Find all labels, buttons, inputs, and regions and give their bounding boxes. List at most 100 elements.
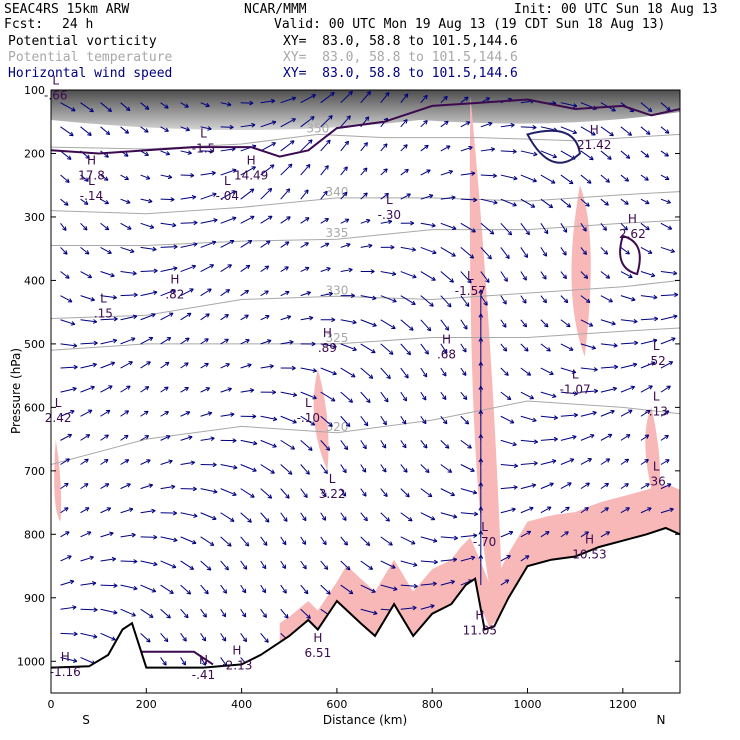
wind-vector (500, 343, 508, 352)
wind-vector (260, 439, 277, 448)
wind-vector (420, 512, 436, 521)
wind-vector (140, 102, 150, 110)
wind-vector (340, 218, 350, 224)
wind-vector (440, 579, 455, 586)
wind-vector (180, 288, 194, 297)
wind-vector (360, 512, 368, 522)
extremum-value: -2.13 (221, 659, 252, 673)
wind-vector (460, 319, 468, 330)
wind-vector (600, 319, 616, 326)
wind-vector (300, 94, 316, 104)
pv-extremum-marker: H21.42 (577, 123, 611, 152)
wind-vector (640, 222, 650, 231)
wind-vector (280, 216, 291, 224)
extremum-kind: L (653, 339, 660, 353)
extremum-kind: H (442, 333, 451, 347)
wind-vector (360, 142, 368, 152)
wind-vector (580, 388, 599, 394)
wind-vector (120, 459, 130, 465)
wind-vector (640, 316, 659, 322)
wind-vector (60, 458, 70, 465)
wind-vector (420, 169, 431, 176)
extremum-value: -1.57 (455, 284, 486, 298)
wind-vector (180, 386, 189, 393)
wind-vector (80, 174, 89, 182)
wind-vector (60, 433, 73, 441)
wind-vector (240, 488, 255, 498)
pv-positive-shading (571, 185, 591, 357)
wind-vector (580, 531, 589, 538)
y-tick-label: 200 (24, 147, 45, 160)
extremum-value: 14.49 (234, 169, 268, 183)
wind-vector (340, 440, 349, 451)
wind-vector (180, 460, 195, 466)
wind-vector (620, 295, 636, 302)
wind-vector (200, 218, 218, 224)
wind-vector (300, 189, 309, 200)
wind-vector (200, 633, 207, 642)
wind-vector (340, 536, 349, 546)
wind-vector (260, 290, 269, 297)
wind-vector (580, 367, 598, 372)
extremum-kind: L (481, 520, 488, 534)
pv-extremum-marker: H-.41 (192, 653, 215, 682)
wind-vector (580, 174, 592, 184)
extremum-value: -.13 (644, 405, 667, 419)
wind-vector (200, 657, 207, 666)
wind-vector (640, 338, 658, 345)
wind-vector (500, 222, 513, 236)
wind-vector (240, 388, 255, 393)
wind-vector (660, 292, 679, 298)
wind-vector (120, 532, 136, 538)
wind-vector (100, 459, 109, 465)
y-tick-label: 600 (24, 401, 45, 414)
wind-vector (500, 530, 514, 538)
wind-vector (500, 174, 518, 181)
wind-vector (280, 339, 294, 345)
wind-vector (440, 271, 454, 283)
field-xy-theta: XY= 83.0, 58.8 to 101.5,144.6 (283, 50, 518, 65)
wind-vector (380, 295, 397, 303)
wind-vector (420, 94, 428, 104)
wind-vector (400, 193, 411, 200)
wind-vector (500, 319, 507, 328)
wind-vector (520, 367, 532, 376)
wind-vector (280, 188, 291, 200)
wind-vector (240, 188, 255, 200)
wind-vector (240, 239, 253, 248)
wind-vector (600, 364, 619, 370)
extremum-value: -.04 (216, 189, 239, 203)
extremum-value: 21.42 (577, 138, 611, 152)
wind-vector (80, 222, 88, 231)
wind-vector (200, 512, 217, 521)
wind-vector (260, 488, 273, 499)
x-endpoint-end: N (657, 713, 666, 727)
wind-vector (540, 415, 558, 420)
wind-vector (140, 386, 150, 393)
wind-vector (220, 124, 234, 130)
wind-vector (640, 246, 653, 254)
extremum-value: -1.07 (560, 383, 591, 397)
wind-vector (500, 271, 508, 282)
wind-vector (460, 171, 476, 176)
wind-vector (480, 222, 495, 235)
wind-vector (100, 483, 110, 490)
wind-vector (540, 531, 550, 538)
wind-vector (500, 485, 518, 490)
wind-vector (120, 246, 135, 254)
wind-vector (280, 315, 292, 321)
wind-vector (300, 608, 311, 619)
wind-vector (140, 560, 158, 567)
wind-vector (478, 554, 484, 586)
wind-vector (260, 98, 276, 104)
x-tick-label: 600 (326, 698, 347, 711)
wind-vector (220, 412, 235, 417)
extremum-kind: H (585, 533, 594, 547)
wind-vector (340, 191, 348, 200)
wind-vector (140, 584, 157, 593)
wind-vector (180, 536, 197, 545)
wind-vector (140, 632, 151, 643)
wind-vector (480, 198, 498, 205)
wind-vector (280, 266, 289, 272)
wind-vector (100, 556, 117, 562)
